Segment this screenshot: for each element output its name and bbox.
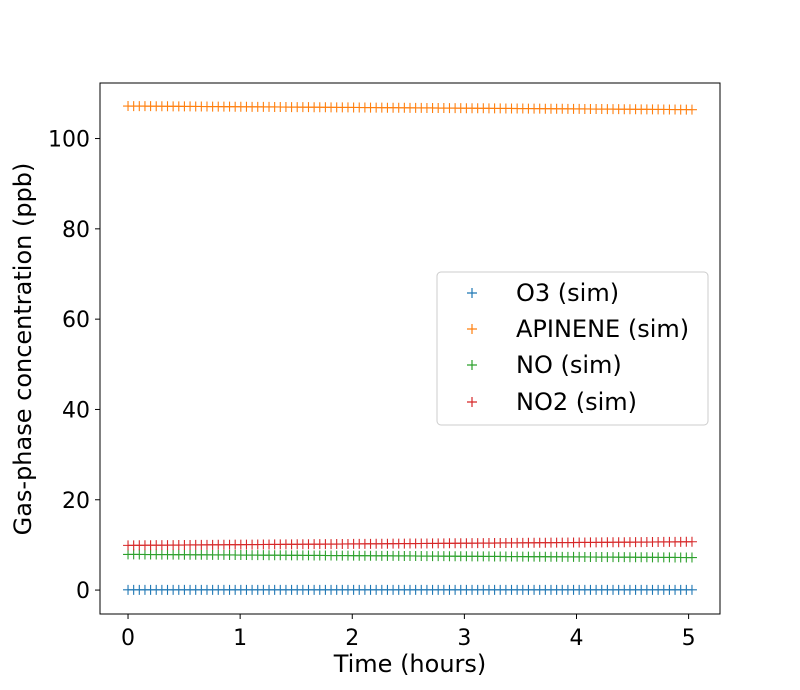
legend-item: APINENE (sim) (467, 315, 689, 343)
legend-item: O3 (sim) (467, 279, 619, 307)
legend-marker (467, 288, 477, 298)
x-axis: 0 1 2 3 4 5 Time (hours) (121, 614, 696, 678)
x-axis-label: Time (hours) (333, 650, 487, 678)
legend-label: O3 (sim) (516, 279, 619, 307)
y-tick-label: 60 (62, 308, 90, 333)
legend-marker (467, 324, 477, 334)
legend-label: APINENE (sim) (516, 315, 689, 343)
x-tick-label: 0 (121, 626, 135, 651)
y-tick-label: 0 (76, 579, 90, 604)
x-tick-label: 3 (457, 626, 471, 651)
data-point (686, 104, 697, 115)
x-tick-label: 4 (569, 626, 583, 651)
y-tick-label: 20 (62, 489, 90, 514)
y-axis: 0 20 40 60 80 100 Gas-phase concentratio… (9, 128, 100, 604)
data-point (686, 584, 697, 595)
legend-marker (467, 397, 477, 407)
y-tick-label: 80 (62, 218, 90, 243)
legend-marker (467, 360, 477, 370)
y-tick-label: 40 (62, 398, 90, 423)
x-tick-label: 2 (345, 626, 359, 651)
legend-item: NO (sim) (467, 351, 622, 379)
data-point (686, 552, 697, 563)
y-axis-label: Gas-phase concentration (ppb) (9, 163, 37, 536)
legend-label: NO (sim) (516, 351, 622, 379)
x-tick-label: 1 (233, 626, 247, 651)
data-point (686, 536, 697, 547)
legend: O3 (sim) APINENE (sim) NO (sim) NO2 (sim… (436, 271, 709, 426)
data-markers (123, 101, 697, 595)
plot-area (99, 82, 721, 615)
legend-frame (436, 271, 709, 426)
legend-item: NO2 (sim) (467, 388, 637, 416)
x-tick-label: 5 (682, 626, 696, 651)
y-tick-label: 100 (48, 128, 90, 153)
legend-label: NO2 (sim) (516, 388, 637, 416)
